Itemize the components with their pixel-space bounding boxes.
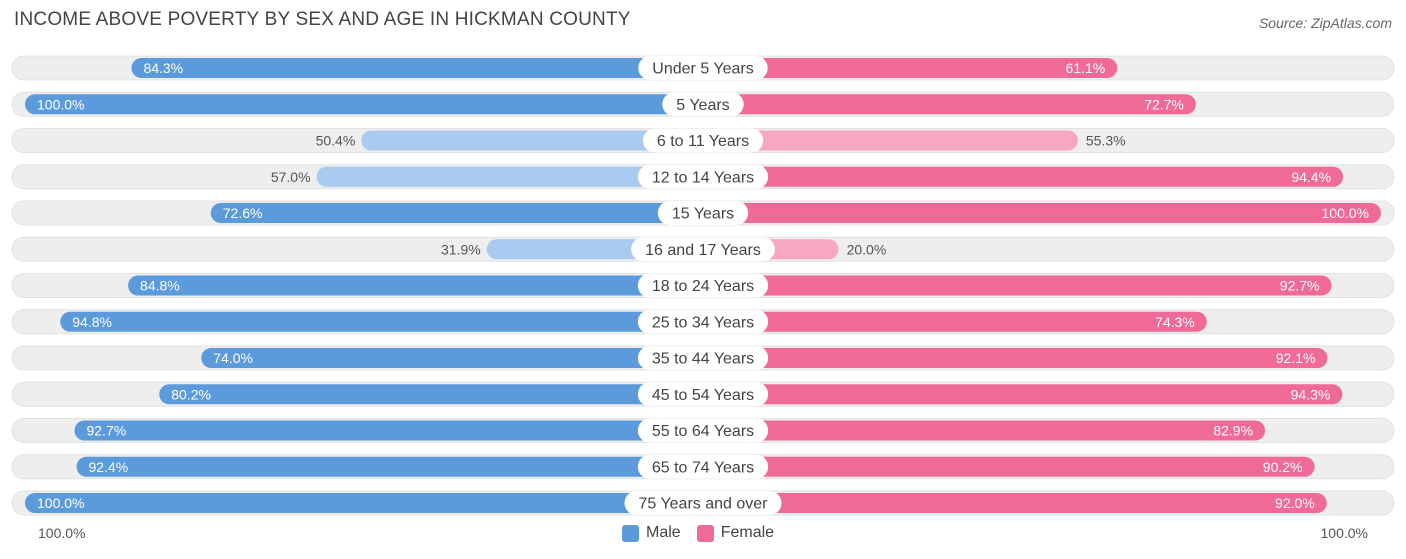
bar-female: [703, 493, 1327, 513]
data-label-female: 90.2%: [1263, 459, 1303, 475]
data-label-female: 20.0%: [847, 241, 887, 257]
legend-swatch-female: [696, 524, 714, 542]
category-pill: [637, 382, 769, 407]
bar-male: [131, 58, 704, 78]
category-label: 25 to 34 Years: [652, 314, 754, 331]
category-pill: [642, 128, 764, 153]
category-pill: [637, 273, 769, 298]
data-label-male: 92.7%: [86, 423, 126, 439]
data-label-female: 61.1%: [1066, 60, 1106, 76]
bar-female: [703, 203, 1381, 223]
data-label-male: 74.0%: [213, 350, 253, 366]
category-label: 75 Years and over: [639, 496, 769, 513]
bar-female: [703, 420, 1266, 441]
bar-female: [703, 58, 1118, 78]
data-label-female: 94.3%: [1291, 386, 1331, 402]
bar-female: [703, 384, 1343, 405]
bar-male: [25, 493, 703, 513]
data-label-female: 55.3%: [1086, 133, 1126, 149]
category-pill: [638, 56, 768, 80]
legend-item-female: Female: [696, 524, 775, 542]
bar-female: [703, 348, 1328, 368]
legend-item-male: Male: [622, 524, 681, 542]
category-pill: [631, 237, 775, 262]
axis-right-label: 100.0%: [1320, 525, 1368, 541]
bar-male: [128, 275, 703, 296]
data-label-female: 82.9%: [1213, 423, 1253, 439]
data-label-male: 100.0%: [37, 96, 84, 112]
bar-female: [703, 311, 1207, 332]
source-label: Source: ZipAtlas.com: [1258, 15, 1392, 31]
legend-swatch-male: [622, 524, 639, 542]
data-label-male: 84.8%: [140, 278, 180, 294]
category-pill: [662, 92, 744, 117]
data-label-male: 57.0%: [271, 169, 311, 185]
data-label-female: 94.4%: [1291, 169, 1331, 185]
category-pill: [657, 201, 749, 225]
bar-male: [159, 384, 703, 405]
bar-male: [25, 94, 703, 115]
axis-left-label: 100.0%: [38, 525, 86, 541]
category-label: 45 to 54 Years: [652, 387, 754, 404]
data-label-female: 92.7%: [1280, 278, 1320, 294]
category-pill: [637, 309, 769, 334]
bar-male: [316, 166, 703, 187]
data-label-male: 100.0%: [37, 495, 84, 511]
bar-male: [76, 456, 703, 477]
legend-label-male: Male: [646, 524, 681, 541]
data-label-female: 92.1%: [1276, 350, 1316, 366]
category-label: 55 to 64 Years: [652, 423, 754, 440]
category-pill: [637, 418, 769, 443]
bar-female: [703, 456, 1315, 477]
bar-female: [703, 94, 1196, 115]
category-label: Under 5 Years: [652, 61, 753, 78]
category-label: 16 and 17 Years: [645, 242, 761, 259]
category-pill: [637, 346, 769, 370]
chart-canvas: 84.3% 61.1% Under 5 Years 100.0% 72.7% 5 Year…: [11, 55, 1395, 516]
category-label: 12 to 14 Years: [652, 169, 754, 186]
data-label-male: 31.9%: [441, 241, 481, 257]
legend-label-female: Female: [720, 524, 775, 541]
bar-male: [210, 203, 703, 223]
data-label-female: 100.0%: [1322, 205, 1369, 221]
bar-male: [201, 348, 703, 368]
category-pill: [637, 454, 769, 479]
data-label-male: 72.6%: [223, 205, 263, 221]
category-label: 65 to 74 Years: [652, 459, 754, 476]
bar-female: [703, 166, 1344, 187]
data-label-male: 94.8%: [72, 314, 112, 330]
bar-male: [74, 420, 703, 441]
legend: Male Female: [622, 524, 790, 542]
chart-title: INCOME ABOVE POVERTY BY SEX AND AGE IN H…: [14, 9, 631, 30]
data-label-male: 92.4%: [89, 459, 129, 475]
data-label-female: 72.7%: [1144, 96, 1184, 112]
category-pill: [637, 164, 769, 189]
category-label: 5 Years: [676, 97, 729, 114]
data-label-male: 50.4%: [316, 133, 356, 149]
category-label: 15 Years: [672, 206, 734, 223]
bar-female: [703, 130, 1078, 151]
data-label-male: 84.3%: [143, 60, 183, 76]
bar-female: [703, 275, 1332, 296]
data-label-female: 92.0%: [1275, 495, 1315, 511]
data-label-male: 80.2%: [171, 386, 211, 402]
bar-male: [361, 130, 703, 151]
category-label: 18 to 24 Years: [652, 278, 754, 295]
data-label-female: 74.3%: [1155, 314, 1195, 330]
category-label: 6 to 11 Years: [657, 133, 749, 150]
category-pill: [624, 491, 782, 515]
bar-male: [60, 311, 704, 332]
category-label: 35 to 44 Years: [652, 351, 754, 368]
